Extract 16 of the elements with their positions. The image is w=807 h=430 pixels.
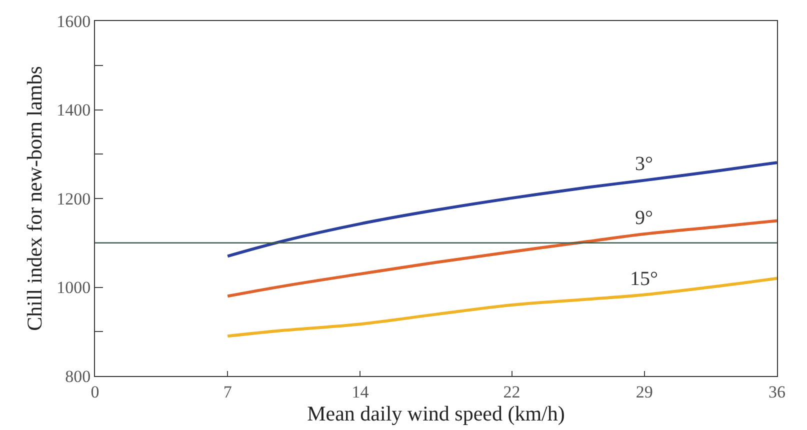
y-tick-label: 1400 — [56, 100, 91, 120]
y-tick-label: 800 — [65, 366, 91, 386]
series-label: 3° — [635, 153, 653, 175]
y-tick-label: 1200 — [56, 189, 91, 208]
y-tick-label: 1000 — [56, 278, 91, 298]
x-tick-label: 36 — [768, 382, 786, 402]
x-tick-label: 7 — [223, 382, 232, 402]
x-tick-label: 0 — [90, 382, 100, 402]
x-tick-label: 14 — [352, 382, 370, 402]
y-tick-label: 1600 — [56, 12, 91, 31]
series-label: 15° — [630, 268, 658, 290]
y-axis-title: Chill index for new-born lambs — [22, 66, 47, 331]
x-axis-title: Mean daily wind speed (km/h) — [307, 401, 565, 426]
series-label: 9° — [635, 207, 653, 229]
x-tick-label: 29 — [636, 382, 653, 402]
x-tick-label: 22 — [503, 382, 520, 402]
